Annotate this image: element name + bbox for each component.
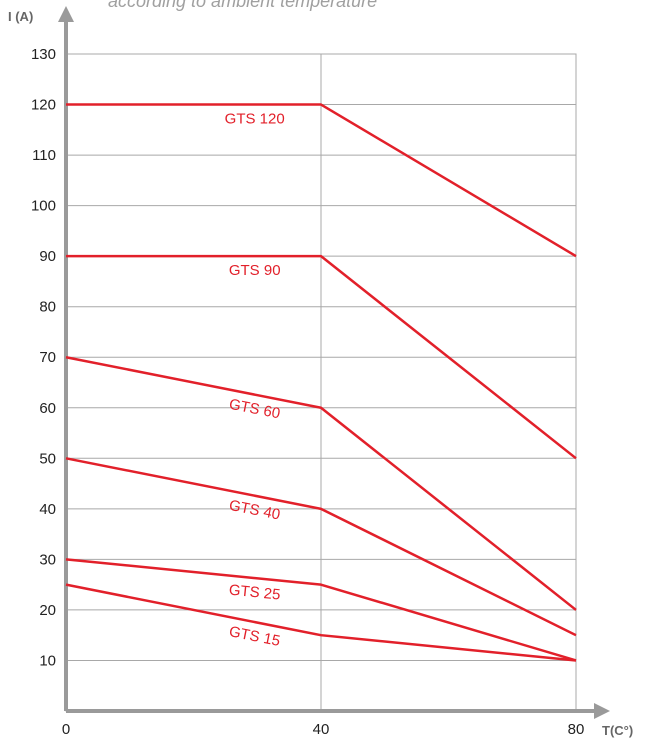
y-tick-label-70: 70 (39, 349, 56, 366)
series-label-0: GTS 120 (225, 111, 285, 128)
series-label-3: GTS 40 (228, 497, 282, 524)
series-label-1: GTS 90 (229, 262, 281, 279)
y-tick-label-50: 50 (39, 450, 56, 467)
series-line-1 (66, 254, 577, 460)
y-tick-label-80: 80 (39, 299, 56, 316)
x-tick-label-40: 40 (313, 721, 330, 738)
series-line-0 (66, 103, 577, 258)
series-line-3 (65, 457, 577, 637)
series-line-4 (65, 558, 577, 662)
y-tick-label-130: 130 (31, 46, 56, 63)
series-label-5: GTS 15 (228, 623, 282, 650)
grid (65, 53, 577, 712)
series-label-4: GTS 25 (228, 582, 281, 604)
y-axis-label: I (A) (8, 9, 33, 24)
y-tick-label-20: 20 (39, 602, 56, 619)
series-line-5 (65, 583, 577, 662)
chart-subtitle: according to ambient temperature (108, 0, 378, 11)
y-tick-label-10: 10 (39, 652, 56, 669)
tick-labels: 10 20 30 40 50 60 70 80 90 100 110 120 130 0 40 80 I (A)… (8, 9, 633, 738)
x-tick-label-0: 0 (62, 721, 70, 738)
x-axis-arrow-icon (594, 703, 610, 719)
series-labels: GTS 120 GTS 90 GTS 60 GTS 40 GTS 25 GTS 15 (225, 111, 285, 650)
series-lines (65, 103, 577, 662)
y-tick-label-90: 90 (39, 248, 56, 265)
y-tick-label-60: 60 (39, 400, 56, 417)
y-tick-label-110: 110 (32, 147, 56, 164)
series-label-2: GTS 60 (228, 396, 282, 423)
y-tick-label-100: 100 (31, 198, 56, 215)
x-axis-label: T(C°) (602, 723, 633, 738)
x-tick-label-80: 80 (568, 721, 585, 738)
axes (58, 6, 610, 719)
series-line-2 (65, 356, 577, 611)
y-tick-label-40: 40 (39, 501, 56, 518)
y-tick-label-120: 120 (31, 97, 56, 114)
y-tick-label-30: 30 (39, 551, 56, 568)
y-axis-arrow-icon (58, 6, 74, 22)
